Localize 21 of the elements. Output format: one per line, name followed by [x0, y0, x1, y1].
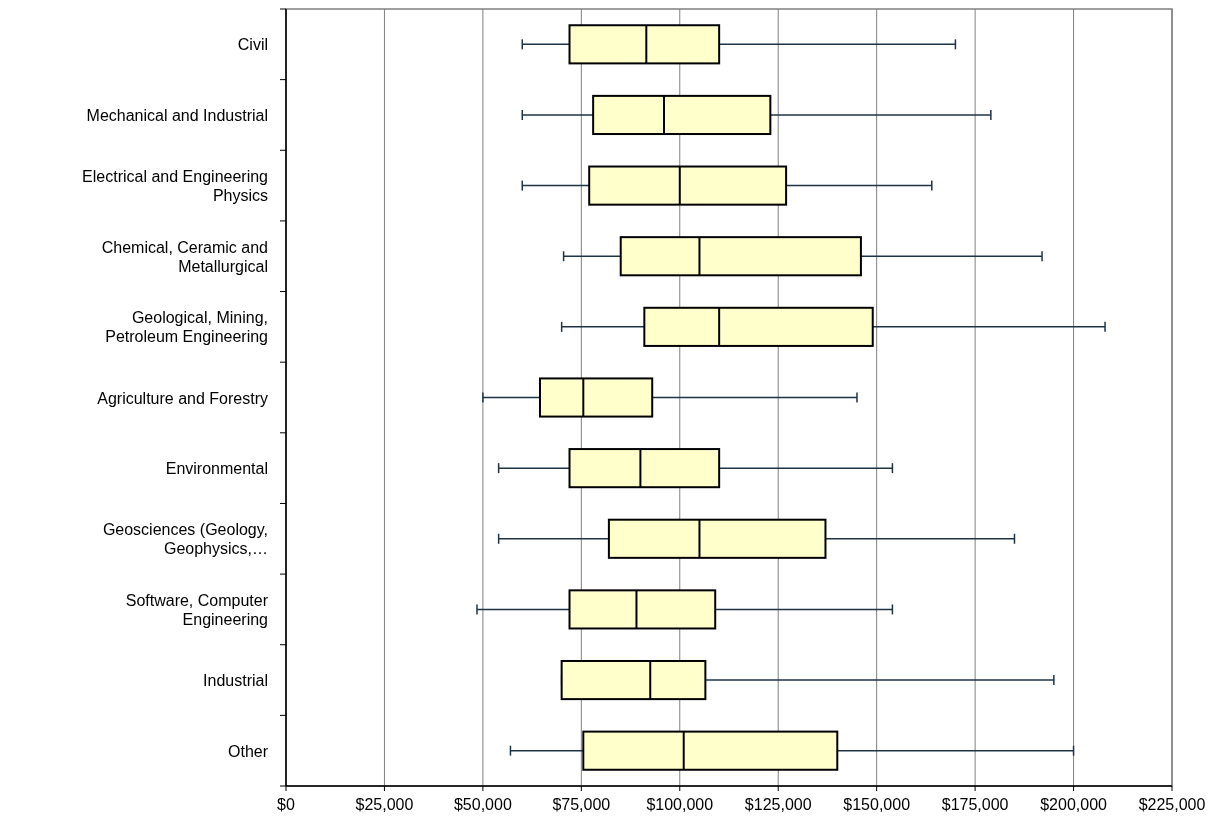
x-tick-label: $150,000 [843, 796, 911, 813]
y-tick-label: Geosciences (Geology, Geophysics,… [102, 521, 268, 558]
y-tick-label: Electrical and Engineering Physics [82, 168, 268, 205]
y-tick-label: Other [227, 742, 269, 760]
x-tick-label: $200,000 [1040, 796, 1108, 813]
y-tick-label: Agriculture and Forestry [97, 389, 268, 407]
x-tick-label: $50,000 [453, 796, 512, 813]
y-tick-label: Mechanical and Industrial [86, 106, 268, 124]
y-tick-label: Chemical, Ceramic and Metallurgical [101, 238, 268, 275]
x-tick-label: $175,000 [941, 796, 1009, 813]
x-tick-label: $0 [277, 796, 295, 813]
y-tick-label: Environmental [165, 460, 268, 478]
y-tick-label: Industrial [203, 672, 268, 690]
x-tick-label: $225,000 [1138, 796, 1206, 813]
x-tick-label: $75,000 [552, 796, 611, 813]
x-tick-label: $100,000 [646, 796, 714, 813]
y-tick-label: Civil [237, 36, 268, 54]
y-tick-label: Software, Computer Engineering [125, 591, 269, 628]
x-tick-label: $25,000 [355, 796, 414, 813]
x-tick-label: $125,000 [744, 796, 812, 813]
y-tick-label: Geological, Mining, Petroleum Engineering [105, 309, 268, 346]
